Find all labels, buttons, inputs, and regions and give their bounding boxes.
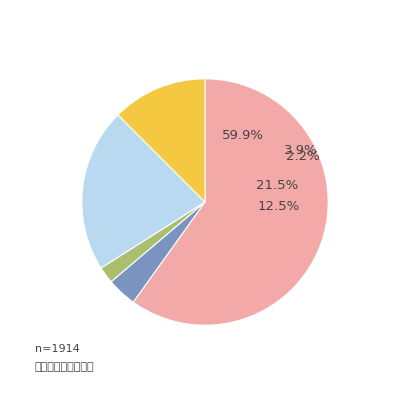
Wedge shape <box>133 79 328 325</box>
Text: 59.9%: 59.9% <box>222 129 264 142</box>
Text: （車種不明を除く）: （車種不明を除く） <box>35 362 95 372</box>
Text: 12.5%: 12.5% <box>258 200 300 213</box>
Text: 21.5%: 21.5% <box>256 178 298 192</box>
Text: n=1914: n=1914 <box>35 344 80 354</box>
Wedge shape <box>111 202 205 302</box>
Wedge shape <box>82 115 205 268</box>
Wedge shape <box>101 202 205 282</box>
Text: 2.2%: 2.2% <box>286 150 320 162</box>
Wedge shape <box>118 79 205 202</box>
Text: 3.9%: 3.9% <box>284 144 318 157</box>
